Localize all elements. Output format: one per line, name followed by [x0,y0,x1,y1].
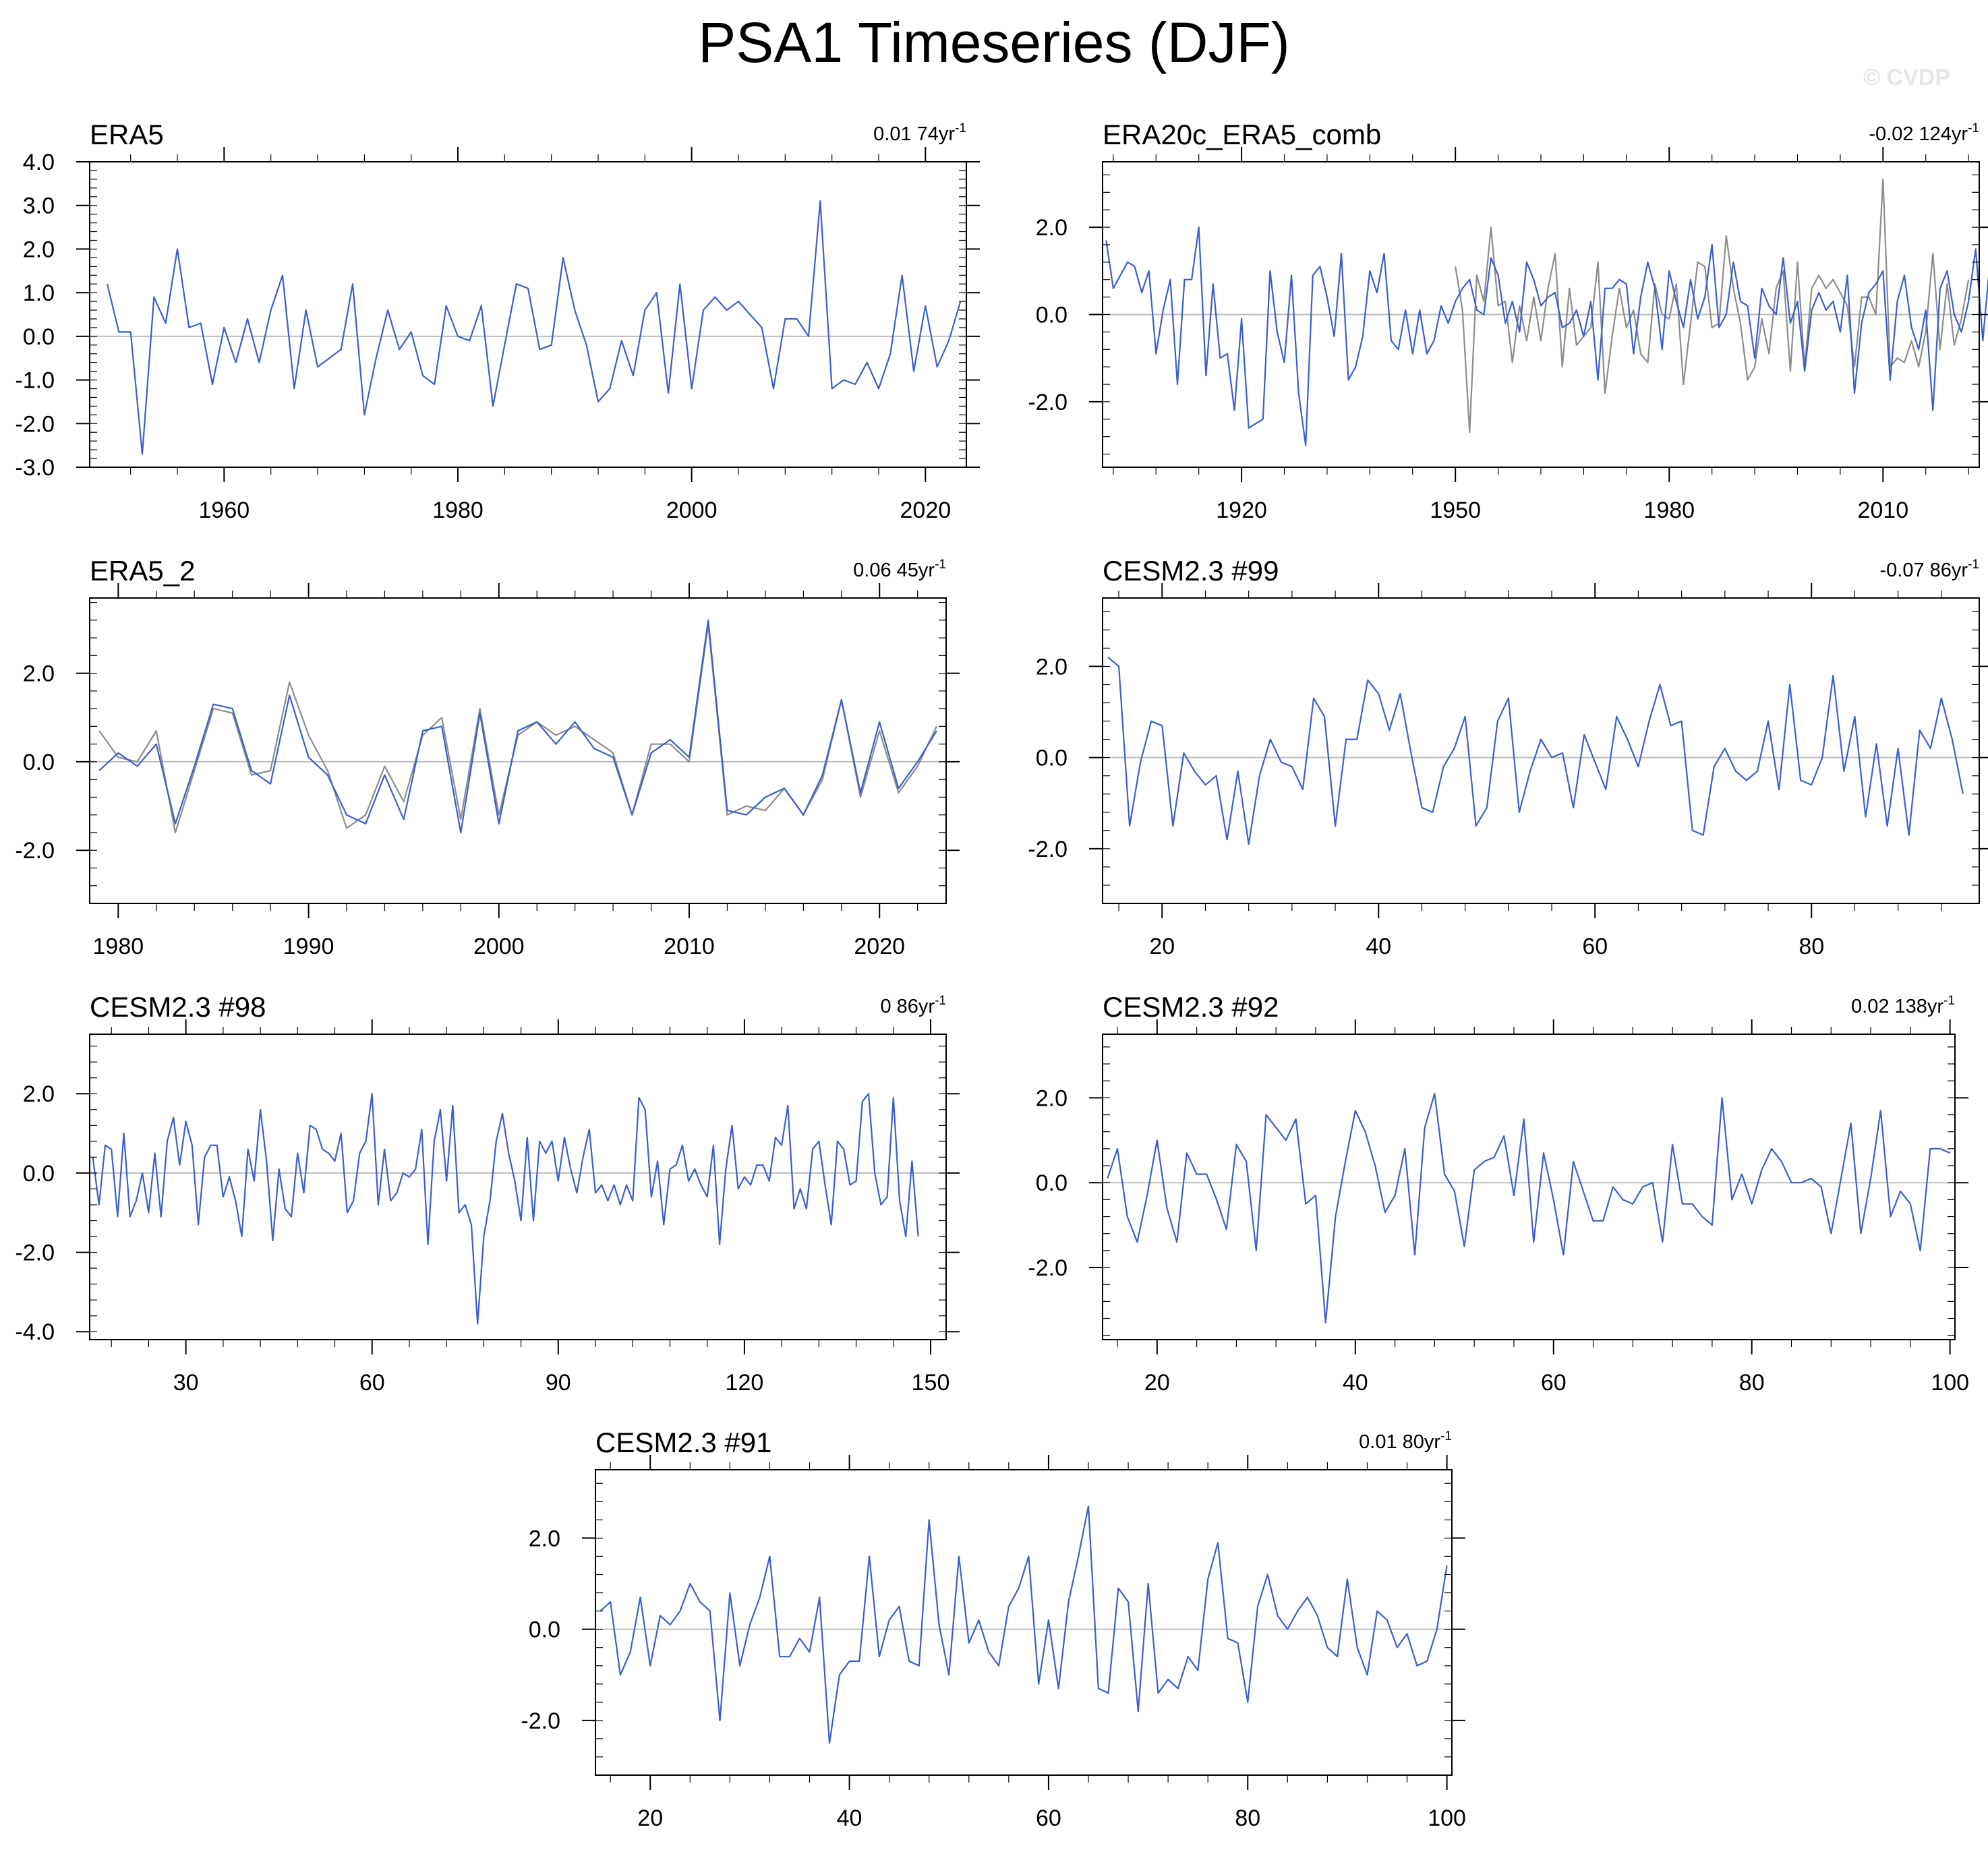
panel-title: ERA5 [90,119,164,150]
y-tick-label: -1.0 [15,368,55,394]
series-line [98,619,937,834]
series-line [1105,227,1988,446]
x-tick-label: 1920 [1216,498,1267,523]
trend-label: -0.02 124yr-1 [1869,121,1979,145]
series-line [98,624,937,834]
y-tick-label: -3.0 [15,455,55,481]
x-tick-label: 120 [726,1370,764,1396]
x-tick-label: 40 [837,1805,863,1831]
series-line [92,1093,919,1325]
panel-title: ERA20c_ERA5_comb [1103,119,1381,150]
x-tick-label: 1950 [1430,498,1481,523]
y-tick-label: 2.0 [529,1526,560,1551]
x-tick-label: 30 [173,1370,199,1396]
y-tick-label: -4.0 [15,1319,55,1345]
series-line [1107,657,1964,845]
y-tick-label: 0.0 [1036,746,1068,771]
y-tick-label: -2.0 [1028,837,1068,862]
y-tick-label: 1.0 [23,280,55,306]
panel-title: CESM2.3 #92 [1103,991,1279,1023]
x-tick-label: 40 [1366,934,1391,959]
panel-cesm-99: CESM2.3 #99 -0.07 86yr-1 -2.0 0.0 2.0 20 40 60 8… [1028,555,1988,959]
panel-era5-2: ERA5_2 0.06 45yr-1 -2.0 0.0 2.0 1980 1990 2000 2… [15,555,960,959]
y-tick-label: -2.0 [521,1708,560,1734]
trend-label: 0.02 138yr-1 [1851,994,1955,1017]
plot-frame [595,1469,1453,1776]
panel-cesm-91: CESM2.3 #91 0.01 80yr-1 -2.0 0.0 2.0 20 40 60 80… [521,1427,1466,1831]
y-tick-label: -2.0 [1028,390,1068,415]
series-line [106,200,962,455]
y-tick-label: 0.0 [23,1161,55,1187]
y-tick-label: 2.0 [1036,654,1068,680]
x-tick-label: 80 [1799,934,1824,959]
y-tick-label: -2.0 [15,411,55,437]
x-tick-label: 2010 [664,934,715,959]
x-tick-label: 150 [912,1370,950,1396]
trend-label: 0.01 80yr-1 [1359,1429,1452,1453]
trend-label: 0 86yr-1 [880,994,946,1017]
x-tick-label: 80 [1235,1805,1260,1831]
y-tick-label: 2.0 [23,1081,55,1107]
trend-label: -0.07 86yr-1 [1880,558,1979,581]
x-tick-label: 20 [1149,934,1175,959]
trend-label: 0.01 74yr-1 [873,121,966,145]
y-tick-label: 0.0 [1036,1170,1068,1196]
x-tick-label: 1980 [1643,498,1695,523]
panel-title: CESM2.3 #91 [595,1427,771,1458]
plot-frame [1102,1034,1956,1340]
plot-frame [89,597,947,904]
panel-era20c-era5-comb: ERA20c_ERA5_comb -0.02 124yr-1 -2.0 0.0 2.0 1… [1028,119,1988,523]
panel-title: CESM2.3 #98 [90,991,266,1023]
plot-frame [89,1034,947,1340]
x-tick-label: 40 [1343,1370,1368,1396]
x-tick-label: 2020 [854,934,905,959]
x-tick-label: 2010 [1857,498,1908,523]
series-line [1455,178,1970,434]
x-tick-label: 1990 [283,934,334,959]
trend-label: 0.06 45yr-1 [853,558,946,581]
panel-cesm-98: CESM2.3 #98 0 86yr-1 -4.0 -2.0 0.0 2.0 30 60 90 1… [15,991,960,1396]
x-tick-label: 1980 [432,498,484,523]
x-tick-label: 60 [359,1370,385,1396]
series-line [600,1505,1448,1744]
y-tick-label: 4.0 [23,150,55,175]
x-tick-label: 2020 [900,498,952,523]
series-line [1107,1093,1951,1323]
y-tick-label: 0.0 [23,750,55,775]
y-tick-label: 0.0 [1036,303,1068,328]
x-tick-label: 60 [1582,934,1608,959]
y-tick-label: 2.0 [1036,215,1068,241]
plot-frame [1102,597,1980,904]
panel-title: ERA5_2 [90,555,195,587]
x-tick-label: 100 [1428,1805,1466,1831]
y-tick-label: 2.0 [23,237,55,262]
y-tick-label: 2.0 [23,661,55,687]
y-tick-label: -2.0 [15,1241,55,1266]
y-tick-label: -2.0 [1028,1255,1068,1281]
x-tick-label: 1980 [93,934,144,959]
panel-cesm-92: CESM2.3 #92 0.02 138yr-1 -2.0 0.0 2.0 20 40 60 8… [1028,991,1969,1396]
x-tick-label: 60 [1036,1805,1061,1831]
x-tick-label: 20 [637,1805,663,1831]
x-tick-label: 90 [546,1370,571,1396]
watermark: © CVDP [1863,65,1950,90]
x-tick-label: 60 [1541,1370,1567,1396]
y-tick-label: 0.0 [23,324,55,350]
x-tick-label: 80 [1739,1370,1765,1396]
y-tick-label: 0.0 [529,1617,560,1643]
main-title: PSA1 Timeseries (DJF) [698,11,1290,74]
panel-title: CESM2.3 #99 [1103,555,1279,587]
plot-frame [89,161,967,468]
y-tick-label: 2.0 [1036,1085,1068,1111]
x-tick-label: 2000 [666,498,718,523]
x-tick-label: 1960 [199,498,250,523]
x-tick-label: 100 [1931,1370,1969,1396]
panel-era5: ERA5 0.01 74yr-1 -3.0 -2.0 -1.0 0.0 1.0 2.0 3.0 4… [15,119,980,523]
y-tick-label: -2.0 [15,838,55,864]
x-tick-label: 20 [1144,1370,1170,1396]
x-tick-label: 2000 [473,934,525,959]
y-tick-label: 3.0 [23,193,55,219]
